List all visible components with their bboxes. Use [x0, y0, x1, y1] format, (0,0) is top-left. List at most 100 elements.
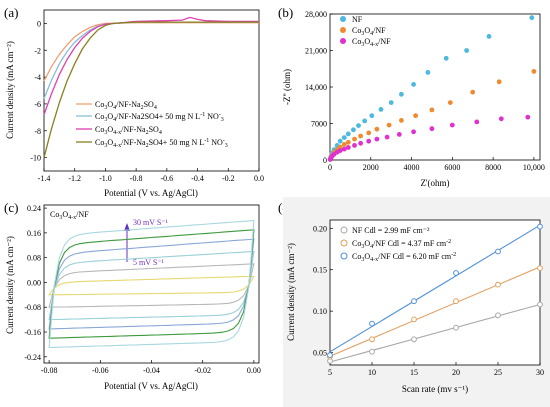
- panel-b-point-s2: [352, 136, 357, 142]
- panel-c-xtick-label: -0.02: [194, 366, 211, 375]
- panel-a-xtick-label: -0.8: [130, 174, 143, 183]
- panel-b-point-s1: [337, 138, 343, 144]
- legend-marker-d1: [340, 226, 348, 234]
- panel-b-point-s3: [474, 119, 480, 125]
- legend-label-d3: Co3O4-x/NF Cdl = 6.20 mF cm-2: [352, 252, 456, 263]
- panel-b-xtick-label: 10,000: [523, 163, 545, 172]
- panel-d-point-s1: [537, 301, 543, 308]
- panel-b-point-s1: [443, 55, 449, 61]
- panel-b-point-s3: [366, 138, 372, 144]
- legend-label-b1: NF: [352, 15, 363, 24]
- panel-b-xtick-label: 0: [328, 163, 332, 172]
- panel-b-point-s2: [531, 69, 537, 74]
- legend-label-b2: Co3O4/NF: [352, 26, 386, 37]
- panel-d-ytick-label: 0.15: [313, 266, 327, 275]
- panel-d-ytick-label: 0.10: [313, 307, 327, 316]
- panel-c-ytick-label: -0.24: [24, 353, 41, 362]
- panel-b-point-s2: [337, 144, 343, 150]
- legend-marker-b3: [340, 38, 346, 44]
- panel-d-xtick-label: 25: [494, 368, 502, 377]
- panel-c-ytick-label: -0.08: [24, 303, 41, 312]
- legend-label-b3: Co3O4-x/NF: [352, 37, 391, 48]
- panel-a-chart: Potential (V vs. Ag/AgCl) Current densit…: [5, 9, 264, 198]
- panel-b-point-s2: [399, 118, 404, 123]
- panel-d-point-s3: [369, 320, 375, 327]
- panel-c-ytick-label: 0.00: [27, 278, 41, 287]
- panel-b-point-s3: [358, 140, 363, 146]
- panel-c-ytick-label: -0.16: [24, 328, 41, 337]
- panel-c-sample-label: Co3O4-x/NF: [50, 210, 89, 221]
- panel-c-xtick-label: 0.00: [247, 366, 261, 375]
- panel-b-point-s2: [345, 139, 351, 145]
- panel-b-point-s1: [486, 34, 492, 39]
- panel-a-ytick-label: -8: [34, 127, 41, 136]
- panel-d-point-s2: [369, 336, 375, 343]
- panel-b-point-s3: [374, 136, 380, 142]
- panel-a-series-line-4: [43, 21, 259, 158]
- panel-b-ytick-label: 0: [323, 156, 327, 165]
- legend-marker-d2: [340, 239, 348, 247]
- legend-marker-b2: [340, 27, 346, 33]
- panel-d-point-s3: [537, 223, 543, 230]
- panel-b-xtick-label: 4000: [404, 163, 420, 172]
- panel-c-ytick-label: 0.16: [27, 229, 41, 238]
- scan-rate-arrowhead: [124, 223, 130, 231]
- legend-label-a4: Co3O4-x/NF-Na2SO4+ 50 mg N L-1 NO-3: [95, 138, 228, 149]
- panel-d-chart: Scan rate (mv s⁻¹) Current density (mA c…: [283, 197, 550, 407]
- panel-d-point-s1: [495, 312, 501, 319]
- panel-c-xtick-label: -0.06: [92, 366, 109, 375]
- panel-label-a: (a): [4, 5, 18, 20]
- panel-b-point-s1: [464, 48, 469, 53]
- panel-b-point-s1: [362, 118, 368, 124]
- legend-label-d1: NF Cdl = 2.99 mF cm⁻²: [352, 226, 430, 235]
- panel-c-ytick-label: 0.24: [27, 204, 41, 213]
- panel-b-ytick-label: 28,000: [305, 10, 327, 19]
- panel-a-ytick-label: -4: [34, 73, 41, 82]
- legend-marker-b1: [340, 16, 346, 22]
- annotation-5mv: 5 mV S⁻¹: [133, 258, 165, 267]
- panel-b-ytick-label: 21,000: [305, 47, 327, 56]
- panel-b-point-s3: [341, 146, 347, 152]
- panel-b-point-s2: [386, 122, 392, 128]
- panel-c-cv-loop-6: [48, 219, 255, 349]
- panel-b-point-s2: [341, 142, 347, 147]
- panel-b-point-s1: [341, 135, 347, 141]
- panel-b-point-s2: [413, 113, 418, 119]
- panel-b-point-s2: [429, 107, 435, 113]
- legend-label-a1: Co3O4/NF-Na2SO4: [95, 100, 157, 111]
- panel-a-ytick-label: -10: [30, 154, 41, 163]
- panel-b-point-s3: [384, 134, 390, 140]
- panel-d-xlabel: Scan rate (mv s⁻¹): [402, 384, 468, 394]
- panel-b-point-s3: [337, 148, 343, 154]
- panel-b-point-s3: [429, 126, 435, 132]
- panel-c-xtick-label: -0.04: [143, 366, 160, 375]
- panel-d-fit-line-2: [329, 266, 541, 357]
- panel-b-legend: NF Co3O4/NF Co3O4-x/NF: [340, 15, 391, 48]
- panel-b-point-s1: [369, 113, 375, 119]
- panel-b-xtick-label: 8000: [485, 163, 501, 172]
- panel-d-ytick-label: 0.20: [313, 224, 327, 233]
- panel-a-xtick-label: -0.4: [191, 174, 204, 183]
- panel-b-point-s1: [356, 123, 361, 128]
- panel-c-xlabel: Potential (V vs. Ag/AgCl): [104, 381, 198, 391]
- panel-b-point-s2: [374, 126, 380, 132]
- panel-d-point-s2: [411, 316, 417, 323]
- panel-d-ylabel: Current density (mA cm⁻²): [286, 243, 296, 341]
- panel-b-xtick-label: 6000: [444, 163, 460, 172]
- panel-c-ylabel: Current density (mA cm⁻²): [5, 236, 15, 334]
- panel-label-c: (c): [4, 200, 18, 215]
- panel-d-legend: NF Cdl = 2.99 mF cm⁻² Co3O4/NF Cdl = 4.3…: [340, 226, 456, 263]
- panel-a-xtick-label: -1.4: [38, 174, 51, 183]
- panel-d-fit-line-3: [329, 224, 541, 353]
- panel-a-ytick-label: -2: [34, 46, 41, 55]
- legend-label-a3: Co3O4-x/NF-Na2SO4: [95, 125, 162, 136]
- panel-d-fit-line-1: [329, 303, 541, 363]
- panel-d-xtick-label: 10: [368, 368, 376, 377]
- panel-d-xtick-label: 5: [328, 368, 332, 377]
- panel-d-point-s3: [495, 248, 501, 255]
- panel-b-point-s1: [345, 131, 351, 137]
- panel-b-point-s3: [449, 122, 455, 128]
- panel-a-legend: Co3O4/NF-Na2SO4 Co3O4/NF-Na2SO4+ 50 mg N…: [76, 100, 228, 149]
- panel-b-point-s3: [411, 129, 416, 135]
- panel-b-point-s3: [525, 114, 531, 120]
